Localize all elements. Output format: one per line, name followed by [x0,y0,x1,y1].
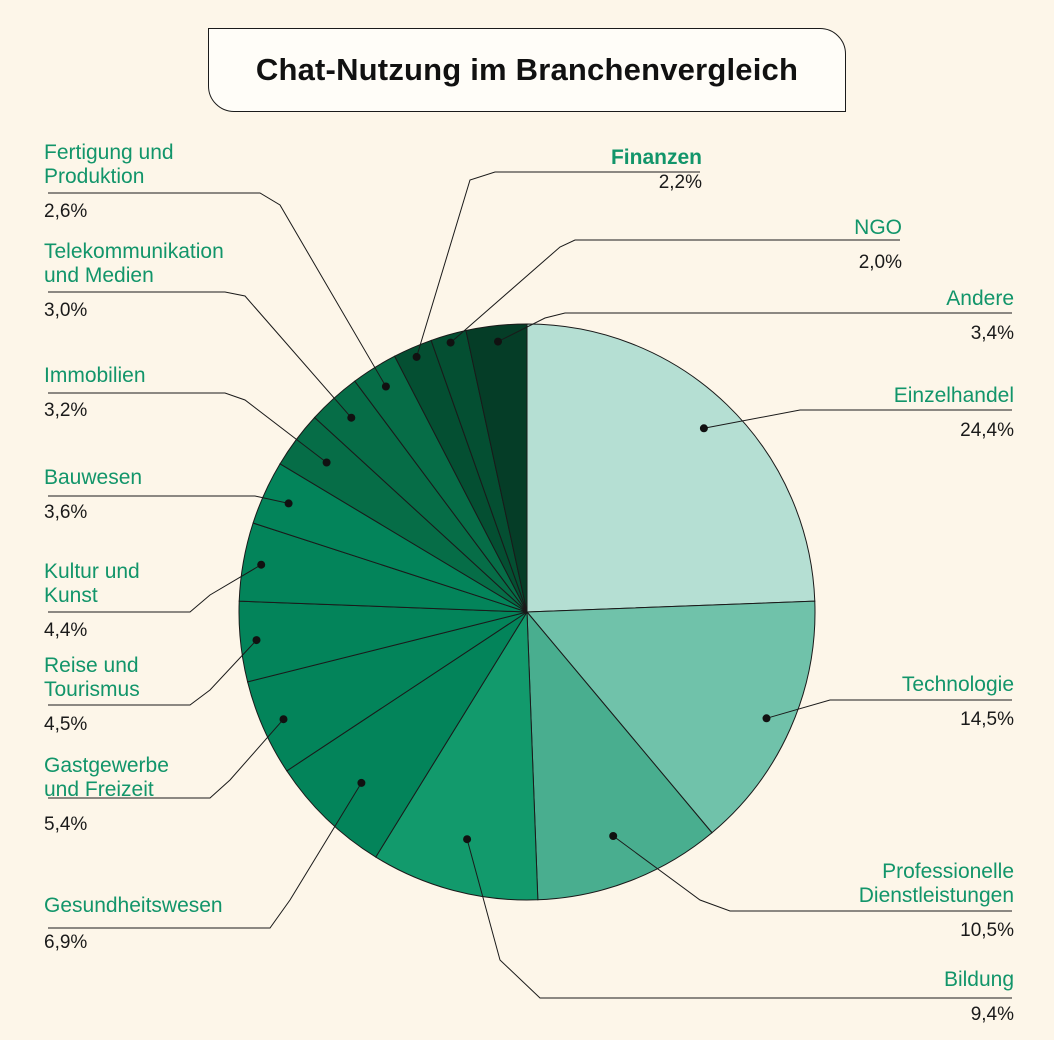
leader-line-bildung [466,839,1012,999]
label-fertigung: Fertigung und Produktion 2,6% [44,141,174,223]
leader-dot-professionelle-dienstleistungen [609,832,618,840]
label-kultur-name-1: Kultur und [44,560,140,583]
leader-line-telekommunikation-und-medien [48,291,352,419]
label-kultur-name-2: Kunst [44,584,98,607]
label-kultur-value: 4,4% [44,620,88,641]
label-einzelhandel-name: Einzelhandel [893,384,1014,407]
label-gesundheitswesen-value: 6,9% [44,932,88,953]
label-technologie: Technologie 14,5% [902,673,1014,731]
leader-dot-bildung [463,835,472,844]
pie-slice-bildung [375,610,539,901]
pie-slice-einzelhandel [526,323,816,613]
label-fertigung-value: 2,6% [44,201,88,222]
label-finanzen-name: Finanzen [610,146,702,169]
label-professionelle-value: 10,5% [960,920,1014,941]
leader-line-gesundheitswesen [48,782,362,929]
label-bildung-value: 9,4% [970,1004,1014,1025]
leader-dot-telekommunikation-und-medien [347,413,356,422]
leader-dot-immobilien [322,458,331,467]
label-bauwesen-value: 3,6% [44,502,88,523]
pie-slices [238,323,816,901]
leader-dot-andere [494,337,502,346]
label-technologie-value: 14,5% [960,709,1014,730]
label-andere: Andere 3,4% [946,287,1014,345]
leader-line-reise-und-tourismus [48,639,257,706]
leader-dot-technologie [762,714,771,723]
label-technologie-name: Technologie [901,673,1014,696]
label-gesundheitswesen: Gesundheitswesen 6,9% [44,894,223,954]
label-telekom: Telekommunikation und Medien 3,0% [44,240,224,322]
pie-slice-professionelle-dienstleistungen [526,610,713,901]
label-ngo: NGO 2,0% [854,216,902,274]
leader-dot-einzelhandel [699,424,708,433]
pie-slice-technologie [525,600,816,834]
chart-title: Chat-Nutzung im Branchenvergleich [255,52,799,87]
label-ngo-name: NGO [854,216,902,239]
pie-slice-gesundheitswesen [286,611,528,858]
leader-dot-gesundheitswesen [357,778,366,787]
leader-dot-gastgewerbe-und-freizeit [279,715,288,724]
leader-dot-fertigung-und-produktion [381,382,390,391]
leader-line-technologie [766,699,1012,719]
label-einzelhandel: Einzelhandel 24,4% [894,384,1014,442]
label-fertigung-name-2: Produktion [44,165,145,188]
leader-dot-ngo [446,338,455,347]
label-immobilien-name: Immobilien [44,364,146,387]
leader-line-gastgewerbe-und-freizeit [48,718,284,799]
label-bauwesen: Bauwesen 3,6% [44,466,142,524]
label-telekom-name-2: und Medien [44,264,154,287]
label-reise-value: 4,5% [44,714,88,735]
label-professionelle-name-1: Professionelle [882,860,1014,883]
label-immobilien: Immobilien 3,2% [44,364,146,422]
leader-line-fertigung-und-produktion [48,192,387,387]
label-gastgewerbe-name-2: und Freizeit [44,778,154,801]
label-finanzen-value: 2,2% [658,172,702,193]
leader-line-immobilien [48,392,327,463]
leader-line-professionelle-dienstleistungen [612,835,1012,912]
label-andere-value: 3,4% [970,323,1014,344]
label-reise: Reise und Tourismus 4,5% [44,654,140,736]
leader-line-kultur-und-kunst [48,564,262,613]
leader-lines [48,171,1012,999]
label-telekom-name-1: Telekommunikation [44,240,224,263]
leader-dot-kultur-und-kunst [257,560,266,569]
label-bildung: Bildung 9,4% [944,968,1014,1026]
label-kultur: Kultur und Kunst 4,4% [44,560,140,642]
leader-dot-finanzen [412,352,421,361]
label-reise-name-2: Tourismus [44,678,140,701]
label-professionelle-name-2: Dienstleistungen [858,884,1014,907]
leader-dot-reise-und-tourismus [252,636,261,645]
leader-line-andere [497,312,1012,343]
label-gastgewerbe: Gastgewerbe und Freizeit 5,4% [44,754,169,836]
label-finanzen: Finanzen 2,2% [611,146,702,194]
leader-dot-bauwesen [284,499,293,508]
pie-slice-andere [465,323,528,613]
label-andere-name: Andere [946,287,1014,310]
label-telekom-value: 3,0% [44,300,88,321]
label-immobilien-value: 3,2% [44,400,88,421]
label-gastgewerbe-name-1: Gastgewerbe [44,754,169,777]
label-reise-name-1: Reise und [44,654,139,677]
label-gastgewerbe-value: 5,4% [44,814,88,835]
label-ngo-value: 2,0% [858,252,902,273]
chart-title-box: Chat-Nutzung im Branchenvergleich [208,28,846,112]
leader-line-ngo [450,239,900,343]
label-bauwesen-name: Bauwesen [44,466,143,489]
label-fertigung-name-1: Fertigung und [44,141,174,164]
label-bildung-name: Bildung [943,968,1014,991]
leader-line-finanzen [416,171,700,358]
label-gesundheitswesen-name: Gesundheitswesen [44,894,223,917]
leader-line-bauwesen [48,495,289,504]
label-einzelhandel-value: 24,4% [960,420,1014,441]
label-professionelle: Professionelle Dienstleistungen 10,5% [859,860,1014,942]
leader-line-einzelhandel [703,409,1012,429]
